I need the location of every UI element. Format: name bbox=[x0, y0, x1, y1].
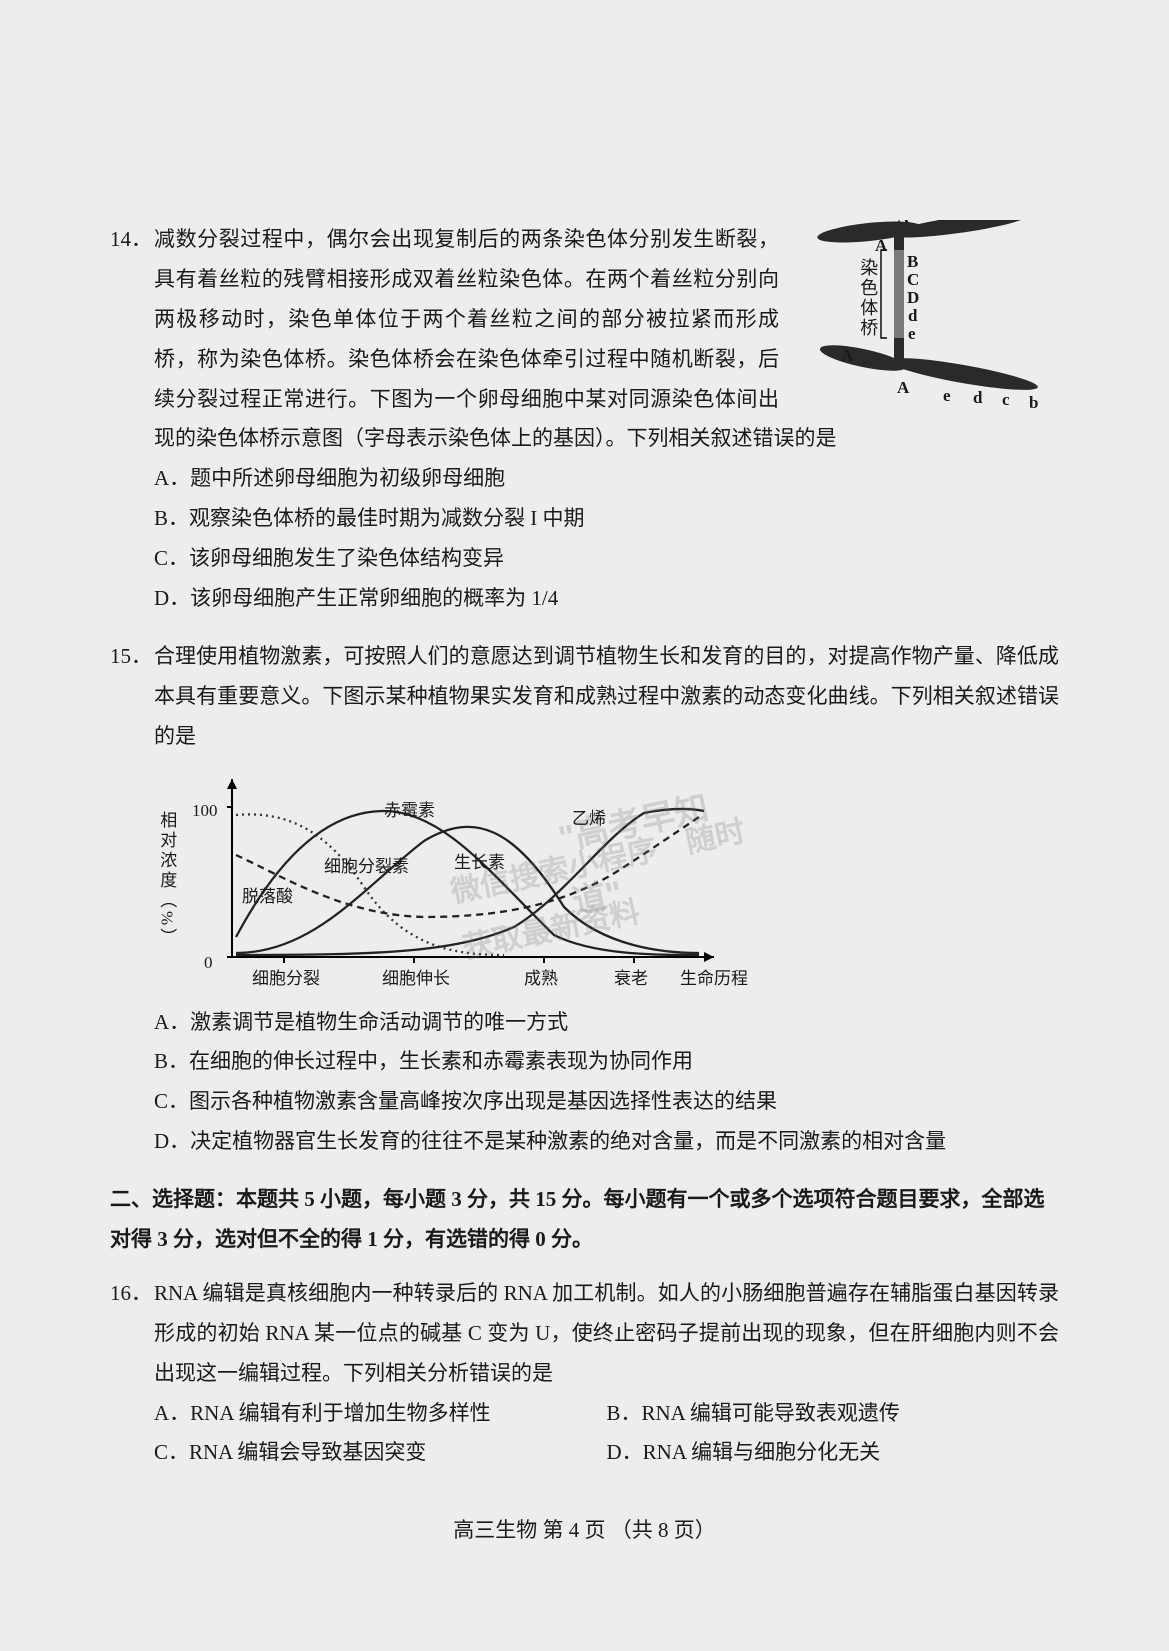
q15-option-c: C．图示各种植物激素含量高峰按次序出现是基因选择性表达的结果 bbox=[154, 1082, 1059, 1122]
fig-bot-c: c bbox=[1002, 384, 1010, 416]
q14-option-a: A．题中所述卵母细胞为初级卵母细胞 bbox=[154, 459, 1059, 499]
q16-option-c: C．RNA 编辑会导致基因突变 bbox=[154, 1433, 607, 1473]
q15-option-b: B．在细胞的伸长过程中，生长素和赤霉素表现为协同作用 bbox=[154, 1042, 1059, 1082]
label-auxin: 生长素 bbox=[454, 847, 505, 879]
chart-ylabel: 相对浓度（%） bbox=[150, 811, 182, 948]
xtick-4: 衰老 bbox=[614, 963, 648, 995]
q16-option-d: D．RNA 编辑与细胞分化无关 bbox=[607, 1433, 1060, 1473]
q16-number: 16． bbox=[110, 1274, 154, 1314]
label-cytokinin: 细胞分裂素 bbox=[324, 851, 409, 883]
q15-text: 合理使用植物激素，可按照人们的意愿达到调节植物生长和发育的目的，对提高作物产量、… bbox=[154, 637, 1059, 757]
q15-number: 15． bbox=[110, 637, 154, 677]
xtick-3: 成熟 bbox=[524, 963, 558, 995]
section-2-heading: 二、选择题：本题共 5 小题，每小题 3 分，共 15 分。每小题有一个或多个选… bbox=[110, 1180, 1059, 1260]
fig-label-B-top: B bbox=[937, 220, 948, 232]
bridge-label: 染色体桥 bbox=[851, 258, 885, 338]
page-footer: 高三生物 第 4 页 （共 8 页） bbox=[0, 1511, 1169, 1551]
ytick-0: 0 bbox=[204, 947, 213, 979]
fig-bot-A1: A bbox=[841, 340, 853, 372]
question-14: 14． bbox=[110, 220, 1059, 619]
q14-body: A B C D E A B C D d e 染色体桥 A A e d c b 减… bbox=[154, 220, 1059, 619]
fig-bot-b: b bbox=[1029, 387, 1038, 419]
question-16: 16． RNA 编辑是真核细胞内一种转录后的 RNA 加工机制。如人的小肠细胞普… bbox=[110, 1274, 1059, 1473]
q14-option-d: D．该卵母细胞产生正常卵细胞的概率为 1/4 bbox=[154, 579, 1059, 619]
chromosome-bridge-diagram bbox=[789, 220, 1059, 410]
ytick-100: 100 bbox=[192, 795, 218, 827]
fig-label-D-top: D bbox=[987, 220, 999, 228]
q14-option-b: B．观察染色体桥的最佳时期为减数分裂 I 中期 bbox=[154, 499, 1059, 539]
q16-options: A．RNA 编辑有利于增加生物多样性 B．RNA 编辑可能导致表观遗传 C．RN… bbox=[154, 1394, 1059, 1474]
q16-text: RNA 编辑是真核细胞内一种转录后的 RNA 加工机制。如人的小肠细胞普遍存在辅… bbox=[154, 1274, 1059, 1394]
label-abscisic: 脱落酸 bbox=[242, 881, 293, 913]
q14-figure: A B C D E A B C D d e 染色体桥 A A e d c b bbox=[789, 220, 1059, 410]
q16-option-b: B．RNA 编辑可能导致表观遗传 bbox=[607, 1394, 1060, 1434]
label-gibberellin: 赤霉素 bbox=[384, 795, 435, 827]
question-15: 15． 合理使用植物激素，可按照人们的意愿达到调节植物生长和发育的目的，对提高作… bbox=[110, 637, 1059, 1162]
xtick-1: 细胞分裂 bbox=[252, 963, 320, 995]
q16-body: RNA 编辑是真核细胞内一种转录后的 RNA 加工机制。如人的小肠细胞普遍存在辅… bbox=[154, 1274, 1059, 1473]
fig-bot-A2: A bbox=[897, 372, 909, 404]
q16-option-a: A．RNA 编辑有利于增加生物多样性 bbox=[154, 1394, 607, 1434]
q14-option-c: C．该卵母细胞发生了染色体结构变异 bbox=[154, 539, 1059, 579]
q15-option-a: A．激素调节是植物生命活动调节的唯一方式 bbox=[154, 1003, 1059, 1043]
q15-chart: "高考早知道" 微信搜索小程序 随时获取最新资料 相对浓度（%） bbox=[194, 767, 754, 997]
xlabel: 生命历程 bbox=[680, 963, 748, 995]
fig-label-E-top: E bbox=[1014, 220, 1025, 226]
xtick-2: 细胞伸长 bbox=[382, 963, 450, 995]
label-ethylene: 乙烯 bbox=[572, 803, 606, 835]
fig-bot-d: d bbox=[973, 382, 982, 414]
q15-body: 合理使用植物激素，可按照人们的意愿达到调节植物生长和发育的目的，对提高作物产量、… bbox=[154, 637, 1059, 1162]
fig-label-A-top: A bbox=[897, 220, 909, 234]
fig-side-e: e bbox=[908, 318, 916, 350]
q15-option-d: D．决定植物器官生长发育的往往不是某种激素的绝对含量，而是不同激素的相对含量 bbox=[154, 1122, 1059, 1162]
fig-label-C-top: C bbox=[964, 220, 976, 229]
fig-bot-e: e bbox=[943, 380, 951, 412]
q14-number: 14． bbox=[110, 220, 154, 260]
